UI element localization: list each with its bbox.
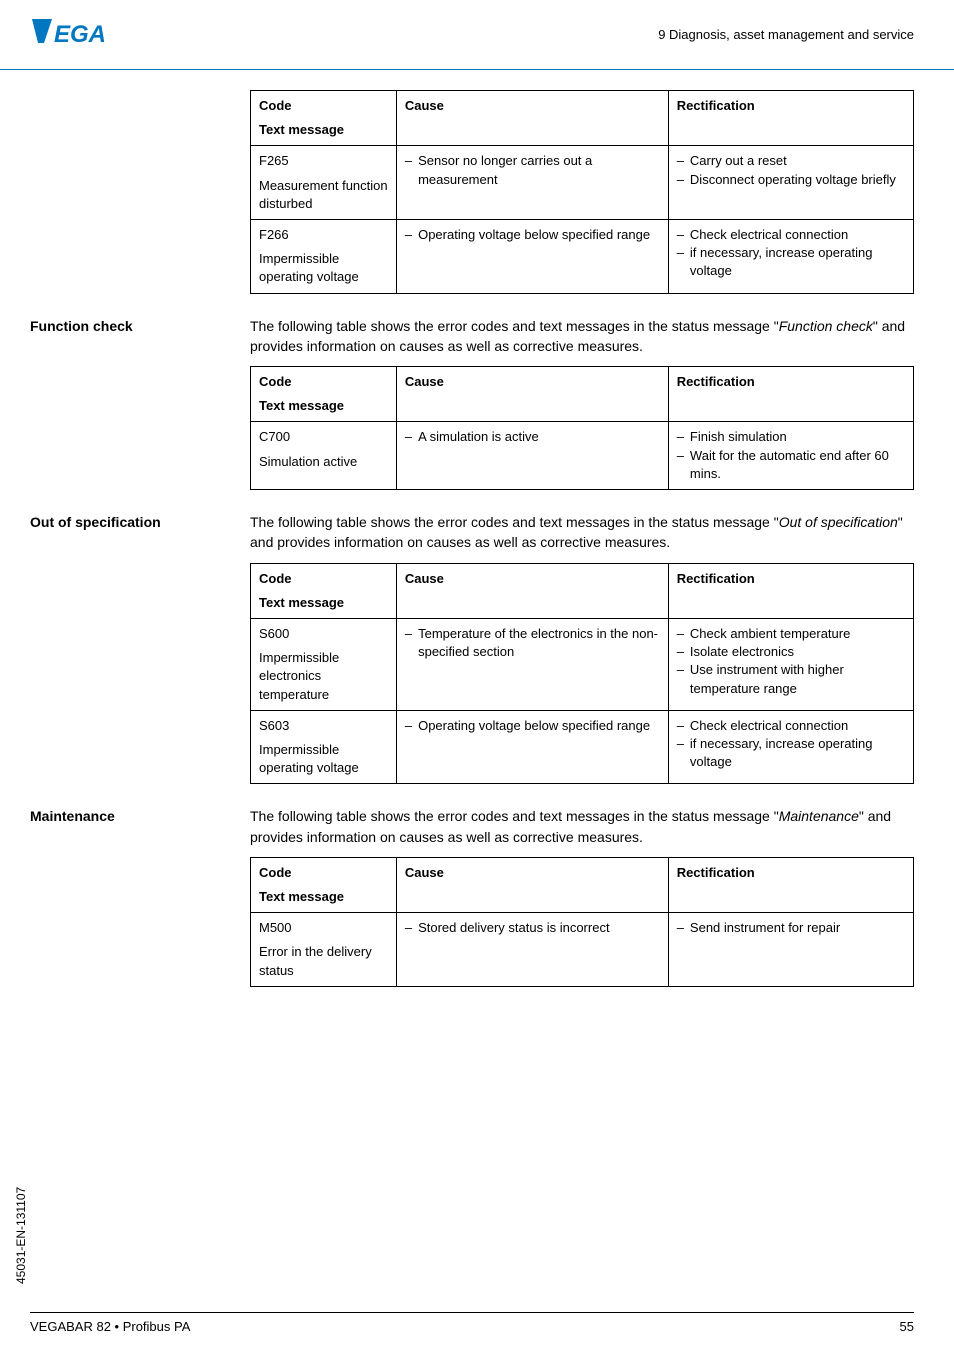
page-content: Code Text mes­sage Cause Rectification F… <box>0 70 954 987</box>
rect-text: Carry out a reset <box>690 152 787 170</box>
section-label: Function check <box>30 316 250 357</box>
code-sub: Impermissi­ble operating voltage <box>259 250 388 286</box>
rect-text: Check electrical connection <box>690 226 848 244</box>
rect-text: if necessary, increase operating voltage <box>690 244 905 280</box>
section-description: The following table shows the error code… <box>250 512 914 553</box>
section-maintenance: Maintenance The following table shows th… <box>30 806 914 847</box>
table-header: Code Text mes­sage <box>251 857 397 912</box>
table-container-4: Code Text mes­sage Cause Rectification M… <box>250 857 914 987</box>
out-of-spec-table: Code Text mes­sage Cause Rectification S… <box>250 563 914 785</box>
rect-text: Isolate electronics <box>690 643 794 661</box>
table-row: F266 Impermissi­ble operating voltage –O… <box>251 219 914 293</box>
rect-text: Disconnect operating volt­age briefly <box>690 171 896 189</box>
code-sub: Error in the delivery sta­tus <box>259 943 388 979</box>
header-code: Code <box>259 97 388 115</box>
code-sub: Measurement function dis­turbed <box>259 177 388 213</box>
table-container-2: Code Text mes­sage Cause Rectification C… <box>250 366 914 490</box>
rect-text: Use instrument with higher temperature r… <box>690 661 905 697</box>
code-value: S600 <box>259 625 388 643</box>
table-header-rect: Rectification <box>668 367 913 422</box>
table-container-1: Code Text mes­sage Cause Rectification F… <box>250 90 914 294</box>
header-code: Code <box>259 570 388 588</box>
table-container-3: Code Text mes­sage Cause Rectification S… <box>250 563 914 785</box>
rect-text: Wait for the automatic end after 60 mins… <box>690 447 905 483</box>
cause-text: Sensor no longer carries out a measureme… <box>418 152 660 188</box>
rect-text: Send instrument for repair <box>690 919 840 937</box>
table-header-rect: Rectification <box>668 857 913 912</box>
table-header: Code Text mes­sage <box>251 91 397 146</box>
table-row: C700 Simulation ac­tive –A simulation is… <box>251 422 914 490</box>
header-text-message: Text mes­sage <box>259 594 388 612</box>
section-label: Maintenance <box>30 806 250 847</box>
page-footer: VEGABAR 82 • Profibus PA 55 <box>30 1312 914 1334</box>
section-description: The following table shows the error code… <box>250 316 914 357</box>
table-header-rect: Rectification <box>668 91 913 146</box>
table-header-cause: Cause <box>396 857 668 912</box>
cause-text: Temperature of the elec­tronics in the n… <box>418 625 660 661</box>
product-name: VEGABAR 82 • Profibus PA <box>30 1319 190 1334</box>
code-value: C700 <box>259 428 388 446</box>
document-id: 45031-EN-131107 <box>14 1187 28 1284</box>
table-header-cause: Cause <box>396 367 668 422</box>
function-check-table: Code Text mes­sage Cause Rectification C… <box>250 366 914 490</box>
rect-text: Finish simulation <box>690 428 787 446</box>
section-out-of-spec: Out of specification The following table… <box>30 512 914 553</box>
cause-text: Stored delivery status is incorrect <box>418 919 609 937</box>
table-row: S603 Impermissi­ble operating voltage –O… <box>251 710 914 784</box>
table-header-rect: Rectification <box>668 563 913 618</box>
header-code: Code <box>259 864 388 882</box>
code-sub: Impermissi­ble operating voltage <box>259 741 388 777</box>
header-code: Code <box>259 373 388 391</box>
code-value: F265 <box>259 152 388 170</box>
header-text-message: Text mes­sage <box>259 121 388 139</box>
section-description: The following table shows the error code… <box>250 806 914 847</box>
rect-text: Check ambient temperature <box>690 625 850 643</box>
table-header: Code Text mes­sage <box>251 563 397 618</box>
table-row: S600 Impermissi­ble electronics temperat… <box>251 619 914 711</box>
table-header-cause: Cause <box>396 91 668 146</box>
maintenance-table: Code Text mes­sage Cause Rectification M… <box>250 857 914 987</box>
table-row: F265 Measurement function dis­turbed –Se… <box>251 146 914 220</box>
table-row: M500 Error in the delivery sta­tus –Stor… <box>251 913 914 987</box>
cause-text: Operating voltage below specified range <box>418 226 650 244</box>
section-label: Out of specification <box>30 512 250 553</box>
table-header: Code Text mes­sage <box>251 367 397 422</box>
svg-text:EGA: EGA <box>54 21 106 48</box>
rect-text: Check electrical connection <box>690 717 848 735</box>
header-text-message: Text mes­sage <box>259 397 388 415</box>
rect-text: if necessary, increase operating voltage <box>690 735 905 771</box>
vega-logo: EGA <box>30 17 140 52</box>
header-text-message: Text mes­sage <box>259 888 388 906</box>
code-sub: Impermissi­ble electronics temperature <box>259 649 388 704</box>
section-title: 9 Diagnosis, asset management and servic… <box>658 27 914 42</box>
code-value: M500 <box>259 919 388 937</box>
section-function-check: Function check The following table shows… <box>30 316 914 357</box>
cause-text: A simulation is active <box>418 428 539 446</box>
cause-text: Operating voltage below specified range <box>418 717 650 735</box>
page-number: 55 <box>900 1319 914 1334</box>
code-value: F266 <box>259 226 388 244</box>
code-value: S603 <box>259 717 388 735</box>
table-header-cause: Cause <box>396 563 668 618</box>
page-header: EGA 9 Diagnosis, asset management and se… <box>0 0 954 70</box>
code-sub: Simulation ac­tive <box>259 453 388 471</box>
diagnosis-table-1: Code Text mes­sage Cause Rectification F… <box>250 90 914 294</box>
